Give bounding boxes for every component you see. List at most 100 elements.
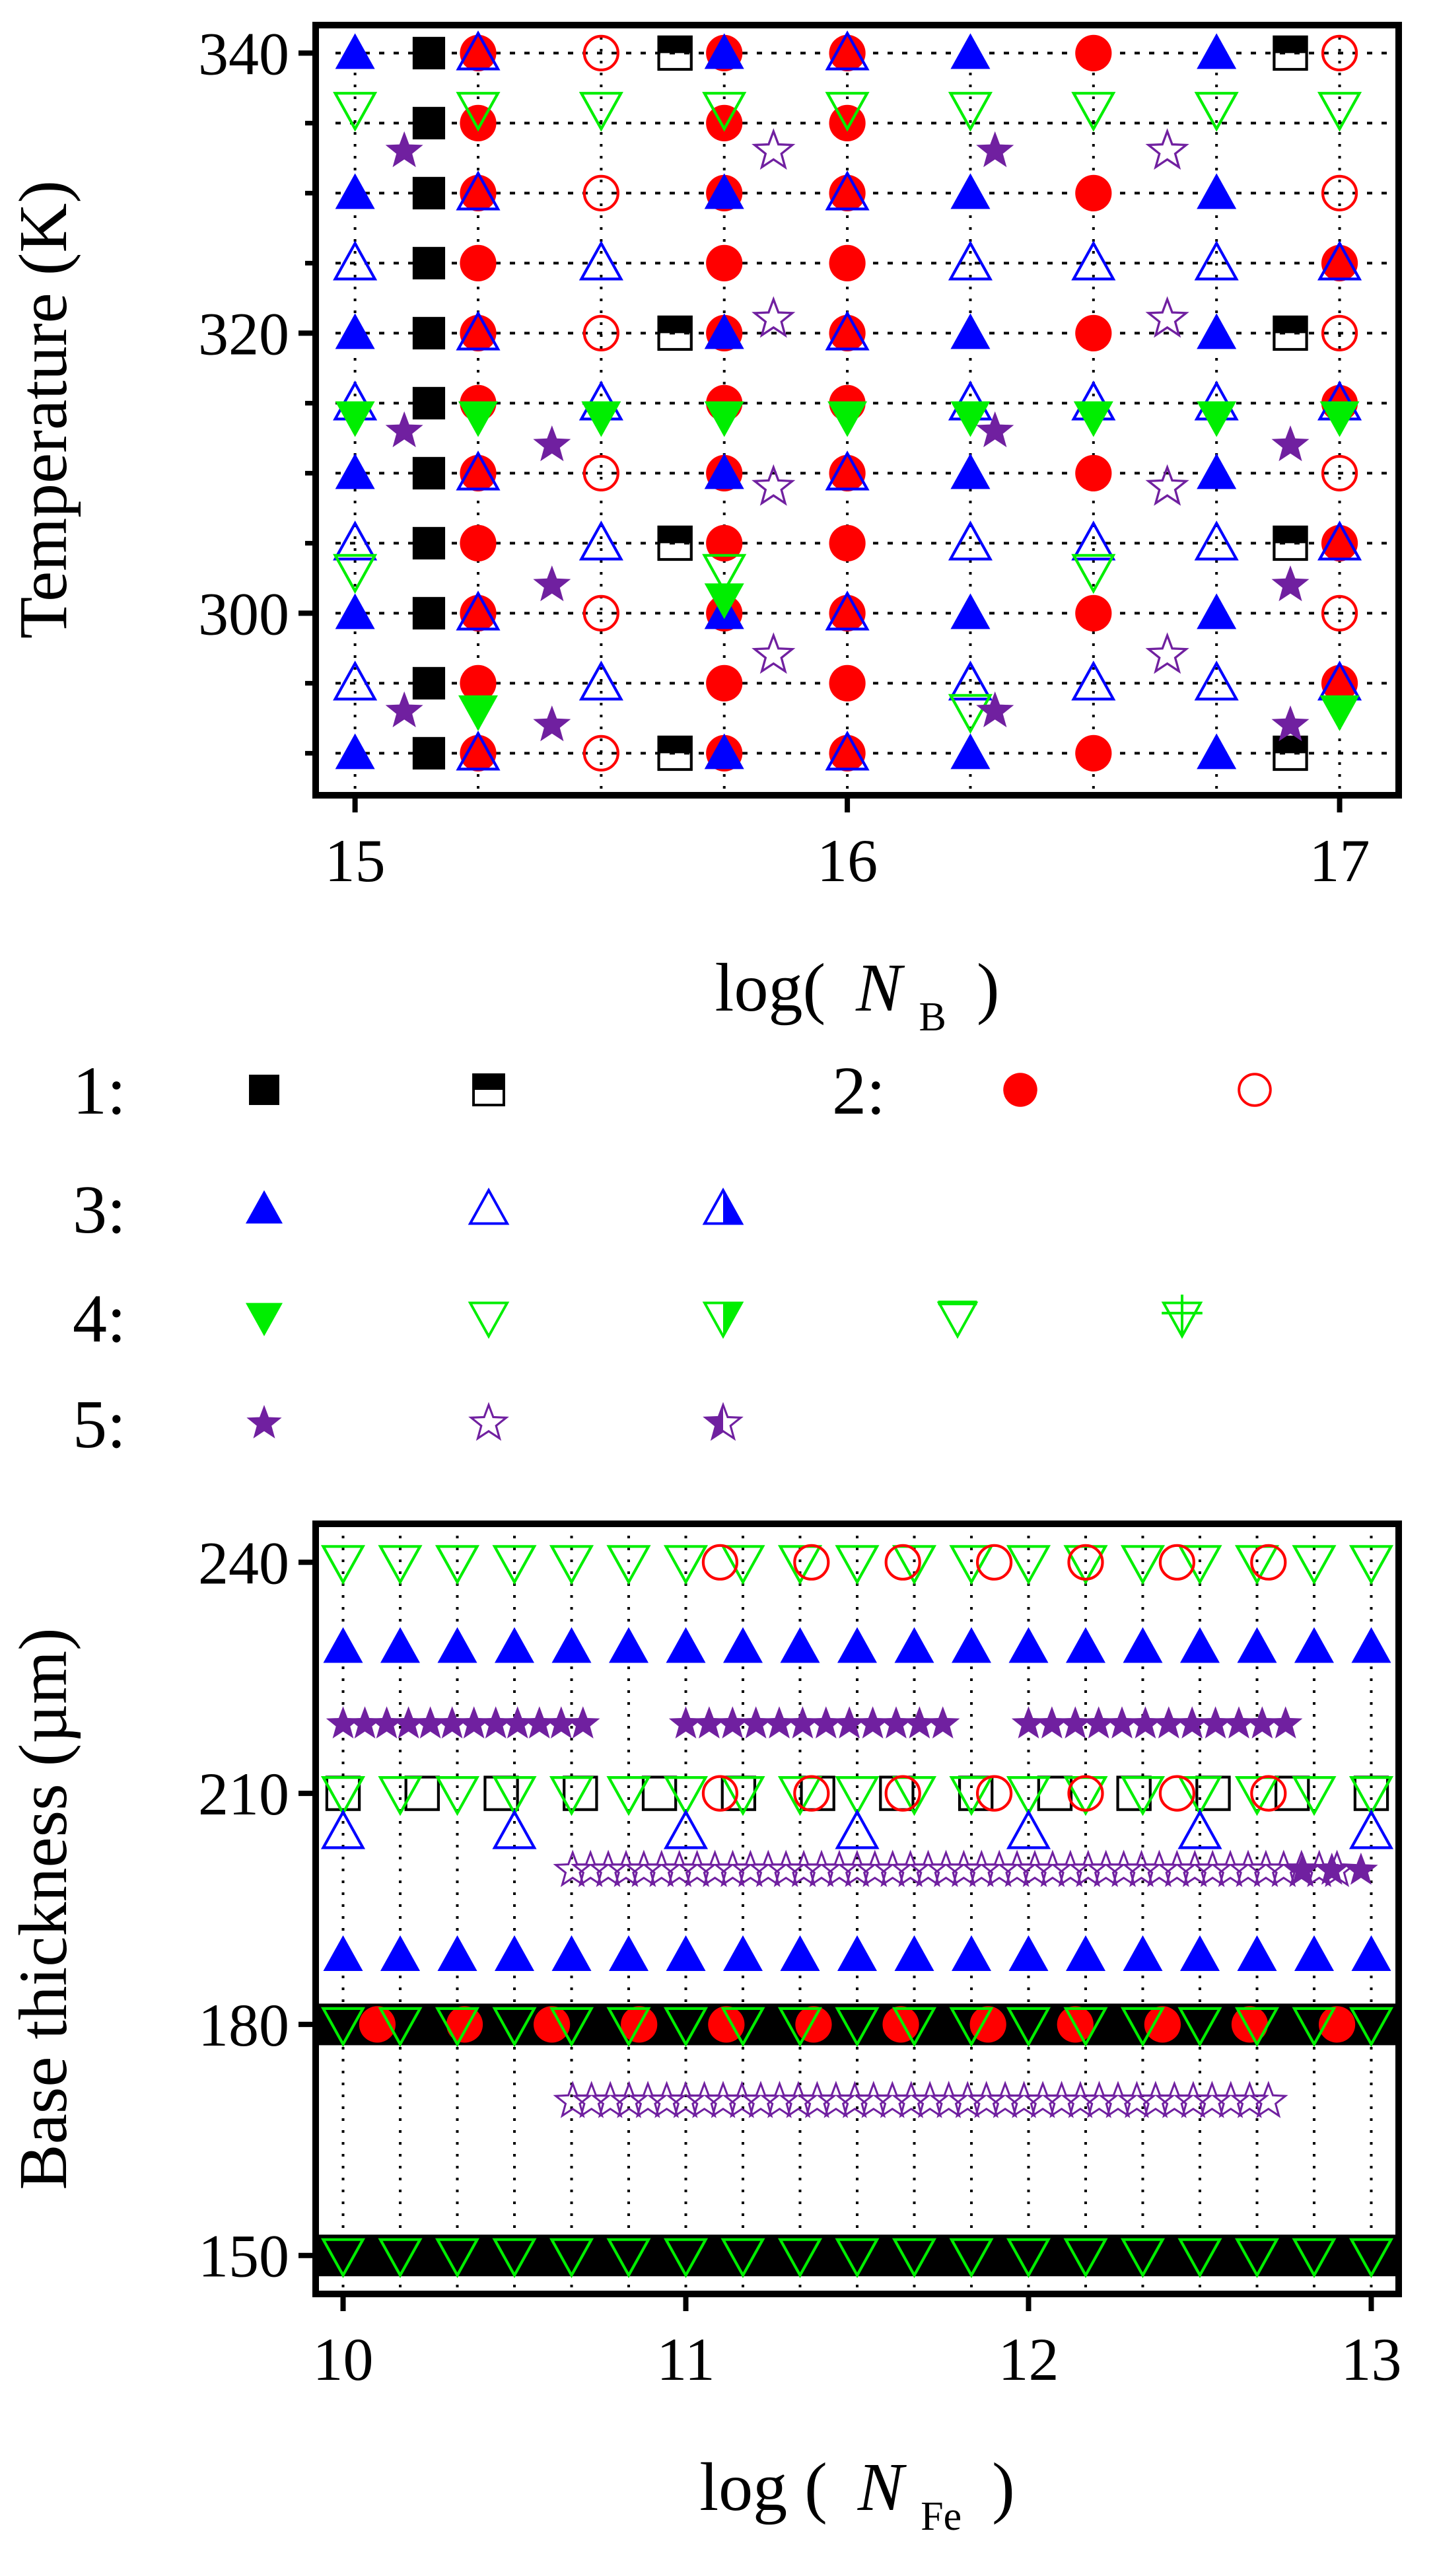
data-point-triangle-up-filled <box>1123 1627 1163 1663</box>
data-point-triangle-down-open <box>606 1776 651 1816</box>
data-point-star-open <box>1068 1849 1108 1887</box>
data-point-star-open <box>1004 2081 1044 2118</box>
data-point-circle-open <box>975 1544 1013 1581</box>
data-point-triangle-up-filled <box>704 453 744 489</box>
data-point-square-filled <box>412 666 446 699</box>
data-point-triangle-up-filled <box>323 1935 363 1971</box>
y-tick-label: 210 <box>198 1760 289 1828</box>
data-point-triangle-down-filled <box>1319 695 1360 731</box>
data-point-square-half-top <box>1273 315 1308 351</box>
data-point-triangle-down-open <box>333 92 378 132</box>
data-point-circle-filled <box>460 34 497 71</box>
data-point-triangle-down-open <box>948 92 993 132</box>
data-point-triangle-down-open <box>1071 554 1116 594</box>
data-point-triangle-up-filled <box>666 1627 706 1663</box>
data-point-triangle-up-filled <box>950 33 991 69</box>
temperature-chart: 15 16 17 300 320 340 Temperature (K) log( N B… <box>5 20 1402 1046</box>
data-point-triangle-down-open <box>435 2238 480 2279</box>
data-point-triangle-up-filled <box>723 1627 763 1663</box>
data-point-star-filled <box>1035 1706 1069 1738</box>
data-point-star-open <box>1079 2081 1119 2118</box>
data-point-star-open <box>1015 1849 1055 1887</box>
data-point-star-open <box>890 1849 930 1887</box>
data-point-star-open <box>752 464 796 506</box>
legend-group-label: 1: <box>73 1053 126 1129</box>
data-point-star-open <box>713 1849 753 1887</box>
data-point-star-filled <box>1344 1852 1378 1885</box>
top-data-marks <box>333 30 1362 772</box>
data-point-triangle-up-filled <box>335 33 375 69</box>
x-tick-label: 11 <box>656 2326 715 2393</box>
data-point-star-open <box>1051 1849 1090 1888</box>
data-point-triangle-down-open <box>1292 1776 1337 1816</box>
data-point-circle-open <box>884 1775 921 1812</box>
data-point-triangle-down-open <box>1348 2238 1394 2279</box>
top-x-axis-label-sub: B <box>919 995 946 1040</box>
data-point-star-open <box>928 2081 969 2118</box>
data-point-star-open <box>944 1849 984 1887</box>
legend-marker-triangle-down-half-right <box>702 1301 744 1340</box>
data-point-star-filled <box>533 425 571 462</box>
data-point-star-open <box>891 2081 931 2118</box>
data-point-star-open <box>926 1849 966 1888</box>
data-point-triangle-up-open <box>1194 240 1239 281</box>
data-point-square-open <box>1037 1775 1073 1811</box>
data-point-triangle-up-filled <box>1237 1627 1277 1663</box>
data-point-triangle-up-filled <box>323 1627 363 1663</box>
data-point-triangle-down-open <box>663 2238 709 2279</box>
data-point-circle-open <box>975 1775 1013 1812</box>
legend-marker-triangle-up-half-right <box>702 1187 744 1225</box>
data-point-star-open <box>730 1849 771 1887</box>
data-point-triangle-up-filled <box>1008 1627 1049 1663</box>
data-point-circle-filled <box>829 244 866 281</box>
data-point-triangle-down-open <box>1120 1545 1166 1585</box>
data-point-triangle-down-filled <box>1197 401 1237 437</box>
data-point-triangle-up-open <box>825 450 870 491</box>
data-point-circle-open <box>582 174 619 211</box>
data-point-star-open <box>979 1849 1020 1887</box>
data-point-triangle-down-open <box>1292 2007 1337 2048</box>
data-point-triangle-down-open <box>1006 2238 1051 2279</box>
data-point-star-filled <box>1011 1706 1046 1738</box>
data-point-star-filled <box>1286 1852 1320 1885</box>
data-point-triangle-down-open <box>702 92 747 132</box>
data-point-triangle-up-filled <box>951 1935 991 1971</box>
data-point-star-open <box>908 1849 948 1888</box>
data-point-triangle-up-open <box>948 661 993 701</box>
data-point-circle-filled <box>1075 734 1112 771</box>
data-point-triangle-down-open <box>1006 2007 1051 2048</box>
data-point-circle-open <box>1250 1544 1287 1581</box>
top-x-axis-label: log( N B ) <box>715 950 1000 1046</box>
data-point-triangle-down-open <box>1234 2238 1280 2279</box>
data-point-star-filled <box>522 1706 557 1738</box>
data-point-triangle-down-open <box>892 2238 937 2279</box>
data-point-triangle-up-filled <box>495 1627 535 1663</box>
data-point-star-open <box>853 2081 893 2118</box>
data-point-square-filled <box>412 36 446 69</box>
data-point-star-filled <box>976 411 1014 448</box>
data-point-star-open <box>948 2081 988 2118</box>
data-point-triangle-up-filled <box>609 1627 649 1663</box>
data-point-circle-open <box>701 1775 739 1812</box>
data-point-triangle-down-open <box>663 1776 709 1816</box>
data-point-triangle-down-open <box>892 1545 937 1585</box>
data-point-star-open <box>609 2081 649 2118</box>
legend-marker-triangle-up-open <box>468 1187 510 1225</box>
data-point-star-open <box>820 1849 859 1888</box>
data-point-star-filled <box>533 565 571 602</box>
data-point-triangle-up-filled <box>950 593 991 629</box>
legend-marker-square-half-top <box>472 1073 505 1106</box>
data-point-triangle-down-open <box>948 694 993 734</box>
data-point-circle-filled <box>534 2006 571 2043</box>
data-point-star-open <box>666 2081 705 2118</box>
data-point-triangle-up-filled <box>1197 453 1237 489</box>
data-point-star-filled <box>435 1706 470 1738</box>
data-point-triangle-down-filled <box>704 583 744 620</box>
data-point-star-open <box>1173 2081 1213 2118</box>
data-point-star-filled <box>879 1706 913 1738</box>
data-point-star-open <box>779 2081 818 2118</box>
data-point-circle-filled <box>829 454 866 492</box>
base-thickness-chart: 10 11 12 13 150 180 210 240 Base thickness (µm)… <box>5 1521 1402 2539</box>
data-point-triangle-down-filled <box>1073 401 1113 437</box>
legend-group-label: 4: <box>73 1281 126 1357</box>
